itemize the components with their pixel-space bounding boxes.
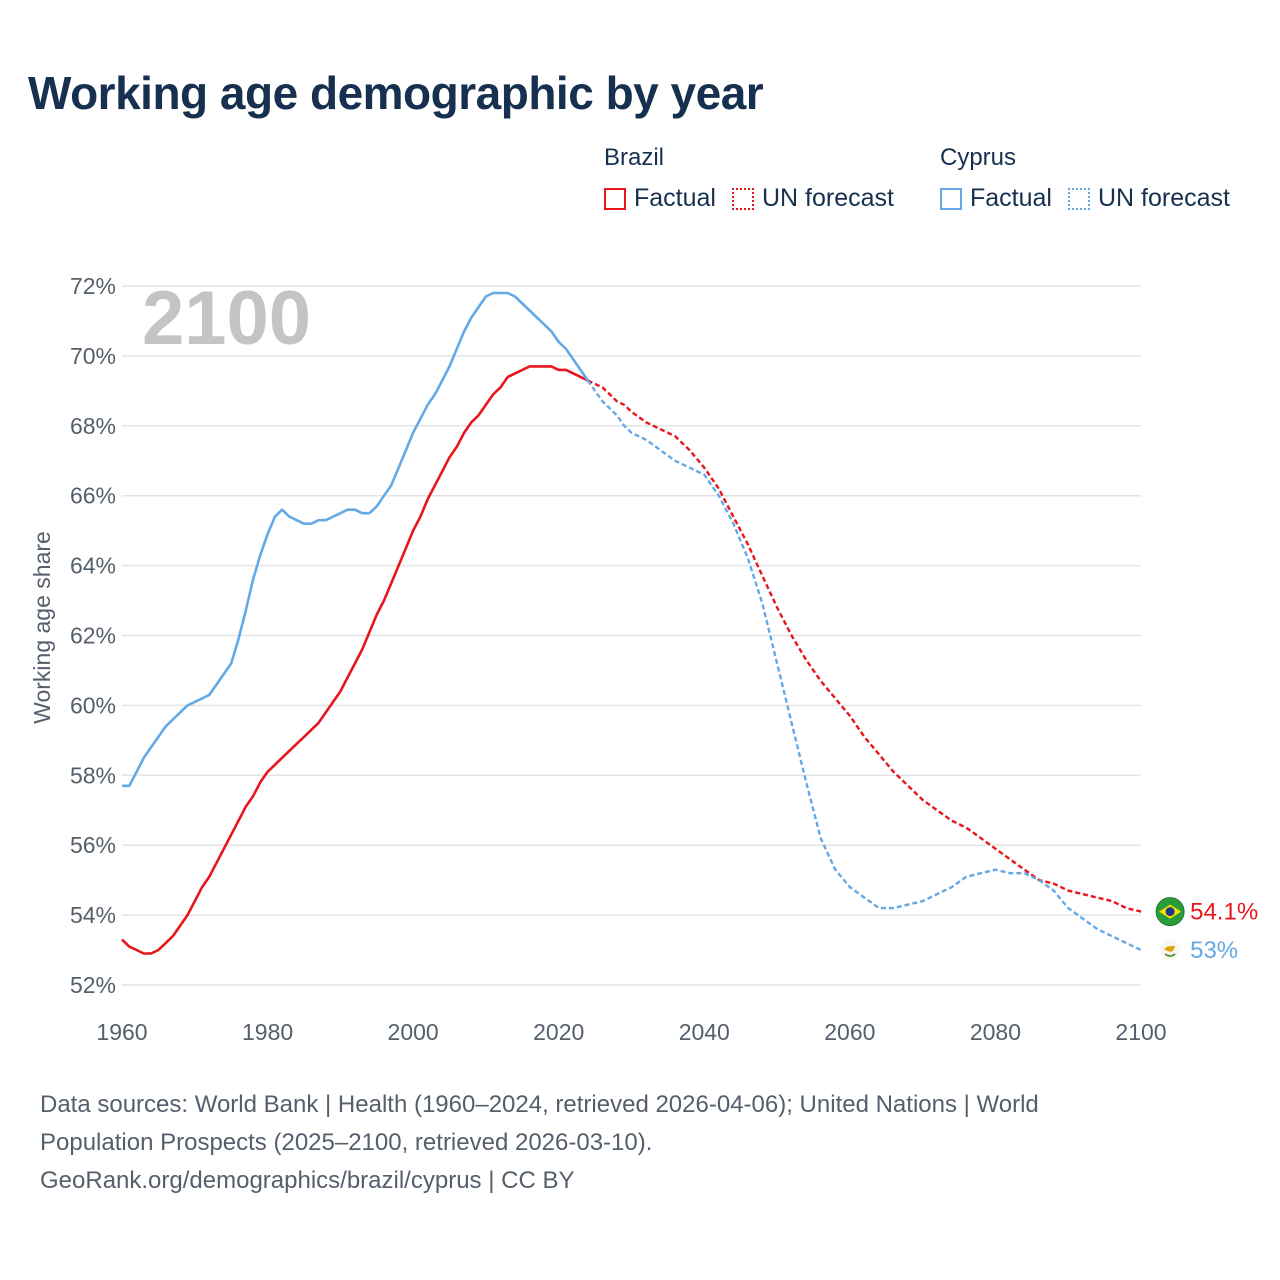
line-chart: 52% 54% 56% 58% 60% 62% 64% 66% 68% 70% 72% 1960 198…	[29, 273, 1258, 1045]
legend-item-brazil-forecast[interactable]: UN forecast	[731, 184, 894, 213]
brazil-flag-globe	[1165, 907, 1175, 917]
legend-label: Factual	[634, 184, 716, 212]
legend-label: UN forecast	[1097, 184, 1230, 212]
legend-swatch-solid	[604, 187, 626, 210]
y-tick-label: 66%	[70, 483, 116, 509]
footer-source: Data sources: World Bank | Health (1960–…	[40, 1086, 1220, 1200]
y-tick-label: 58%	[70, 762, 116, 788]
x-tick-label: 2020	[533, 1019, 584, 1045]
legend-group-brazil: Brazil Factual UN forecast	[604, 142, 910, 213]
legend-group-name: Brazil	[604, 144, 665, 171]
x-tick-label: 2100	[1115, 1019, 1166, 1045]
cyprus-flag-branches	[1164, 953, 1176, 957]
legend-group-cyprus: Cyprus Factual UN forecast	[940, 142, 1246, 213]
legend-item-brazil-factual[interactable]: Factual	[604, 184, 716, 213]
y-tick-label: 64%	[70, 553, 116, 579]
year-watermark: 2100	[142, 276, 311, 361]
legend-item-cyprus-factual[interactable]: Factual	[940, 184, 1052, 213]
y-tick-label: 60%	[70, 692, 116, 718]
cyprus-flag-island	[1164, 945, 1176, 952]
end-label-cyprus: 53%	[1190, 937, 1238, 964]
y-tick-label: 62%	[70, 623, 116, 649]
legend-label: Factual	[970, 184, 1052, 212]
end-label-brazil: 54.1%	[1190, 899, 1258, 926]
legend-swatch-solid	[940, 187, 962, 210]
y-axis-label: Working age share	[29, 531, 55, 724]
legend-group-name: Cyprus	[940, 144, 1017, 171]
series-line-cyprus-factual	[122, 291, 589, 788]
x-tick-label: 1960	[96, 1019, 147, 1045]
legend-swatch-dotted	[731, 187, 754, 210]
footer-line: Population Prospects (2025–2100, retriev…	[40, 1129, 653, 1156]
legend-swatch-dotted	[1067, 187, 1090, 210]
footer-line[interactable]: GeoRank.org/demographics/brazil/cyprus |…	[40, 1167, 575, 1194]
y-tick-label: 72%	[70, 273, 116, 299]
x-tick-label: 1980	[242, 1019, 293, 1045]
legend-label: UN forecast	[761, 184, 894, 212]
y-tick-label: 54%	[70, 902, 116, 928]
series-line-brazil-factual	[121, 365, 589, 955]
y-tick-label: 68%	[70, 413, 116, 439]
x-tick-label: 2000	[388, 1019, 439, 1045]
y-tick-label: 70%	[70, 343, 116, 369]
series-line-cyprus-forecast	[586, 379, 1142, 952]
x-tick-label: 2060	[824, 1019, 875, 1045]
x-tick-label: 2080	[970, 1019, 1021, 1045]
series-line-brazil-forecast	[587, 379, 1142, 913]
x-tick-label: 2040	[679, 1019, 730, 1045]
y-tick-label: 56%	[70, 832, 116, 858]
footer-line: Data sources: World Bank | Health (1960–…	[40, 1091, 1039, 1118]
chart-title: Working age demographic by year	[28, 67, 764, 119]
legend-item-cyprus-forecast[interactable]: UN forecast	[1067, 184, 1230, 213]
y-tick-label: 52%	[70, 972, 116, 998]
